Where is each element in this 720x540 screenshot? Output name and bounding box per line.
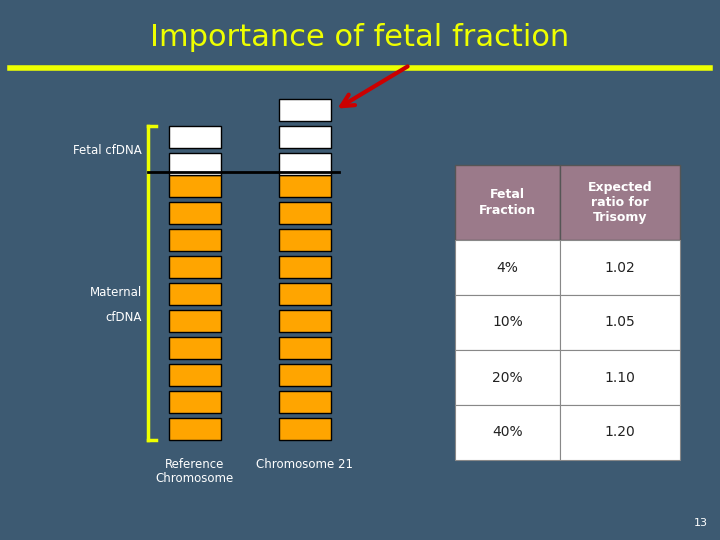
Text: 4%: 4% [497, 260, 518, 274]
Bar [279, 310, 331, 332]
Bar [169, 126, 221, 148]
Text: Fetal cfDNA: Fetal cfDNA [73, 144, 142, 157]
Bar [169, 391, 221, 413]
Bar [279, 202, 331, 224]
Text: 13: 13 [694, 518, 708, 528]
Bar [560, 350, 680, 405]
Text: Importance of fetal fraction: Importance of fetal fraction [150, 24, 570, 52]
Bar [455, 165, 560, 240]
Text: Chromosome: Chromosome [156, 472, 234, 485]
Bar [455, 405, 560, 460]
Bar [279, 256, 331, 278]
Bar [455, 295, 560, 350]
Bar [560, 165, 680, 240]
Bar [279, 337, 331, 359]
Text: cfDNA: cfDNA [106, 311, 142, 324]
Text: Reference: Reference [166, 458, 225, 471]
Bar [169, 310, 221, 332]
Text: 1.10: 1.10 [605, 370, 636, 384]
Text: 40%: 40% [492, 426, 523, 440]
Bar [169, 229, 221, 251]
Text: Chromosome 21: Chromosome 21 [256, 458, 354, 471]
Bar [169, 256, 221, 278]
Text: 20%: 20% [492, 370, 523, 384]
Bar [279, 364, 331, 386]
Text: 1.20: 1.20 [605, 426, 635, 440]
Bar [560, 295, 680, 350]
Bar [169, 202, 221, 224]
Text: 10%: 10% [492, 315, 523, 329]
Bar [455, 350, 560, 405]
Text: Maternal: Maternal [90, 286, 142, 299]
Bar [169, 175, 221, 197]
Bar [279, 391, 331, 413]
Bar [279, 283, 331, 305]
Bar [279, 175, 331, 197]
Bar [279, 229, 331, 251]
Bar [279, 418, 331, 440]
Bar [560, 240, 680, 295]
Text: Expected
ratio for
Trisomy: Expected ratio for Trisomy [588, 181, 652, 224]
Bar [169, 337, 221, 359]
Bar [279, 126, 331, 148]
Bar [169, 364, 221, 386]
Text: 1.02: 1.02 [605, 260, 635, 274]
Bar [169, 418, 221, 440]
Text: Fetal
Fraction: Fetal Fraction [479, 188, 536, 217]
Bar [560, 405, 680, 460]
Bar [279, 153, 331, 175]
Text: 1.05: 1.05 [605, 315, 635, 329]
Bar [169, 283, 221, 305]
Bar [279, 99, 331, 121]
Bar [169, 153, 221, 175]
Bar [455, 240, 560, 295]
